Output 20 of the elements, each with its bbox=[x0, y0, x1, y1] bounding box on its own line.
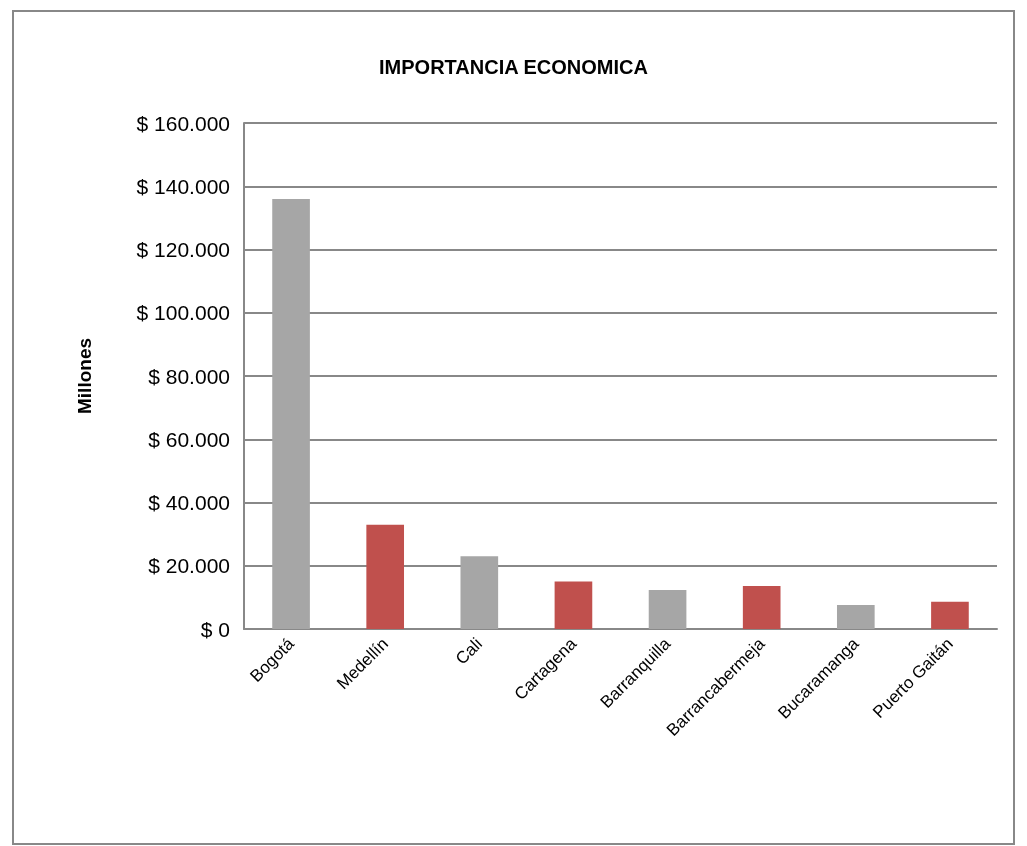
bar bbox=[836, 604, 875, 629]
y-tick-label: $ 0 bbox=[200, 617, 230, 641]
bar bbox=[272, 198, 310, 629]
y-tick-label: $ 40.000 bbox=[148, 491, 230, 514]
bar bbox=[931, 601, 969, 629]
bar bbox=[366, 524, 405, 629]
y-tick-label: $ 80.000 bbox=[148, 364, 230, 388]
bar bbox=[460, 556, 499, 629]
bar bbox=[554, 581, 593, 629]
y-tick-label: $ 140.000 bbox=[136, 174, 230, 198]
bar bbox=[742, 585, 781, 629]
y-axis-title: Millones bbox=[74, 337, 95, 415]
y-tick-label: $ 60.000 bbox=[148, 427, 230, 451]
y-tick-label: $ 100.000 bbox=[136, 301, 230, 325]
y-tick-label: $ 160.000 bbox=[136, 111, 230, 135]
bar bbox=[648, 590, 687, 629]
x-tick-label: Cali bbox=[451, 634, 487, 669]
chart-title: IMPORTANCIA ECONOMICA bbox=[379, 56, 648, 78]
y-tick-label: $ 120.000 bbox=[136, 238, 230, 261]
y-tick-label: $ 20.000 bbox=[148, 554, 230, 578]
